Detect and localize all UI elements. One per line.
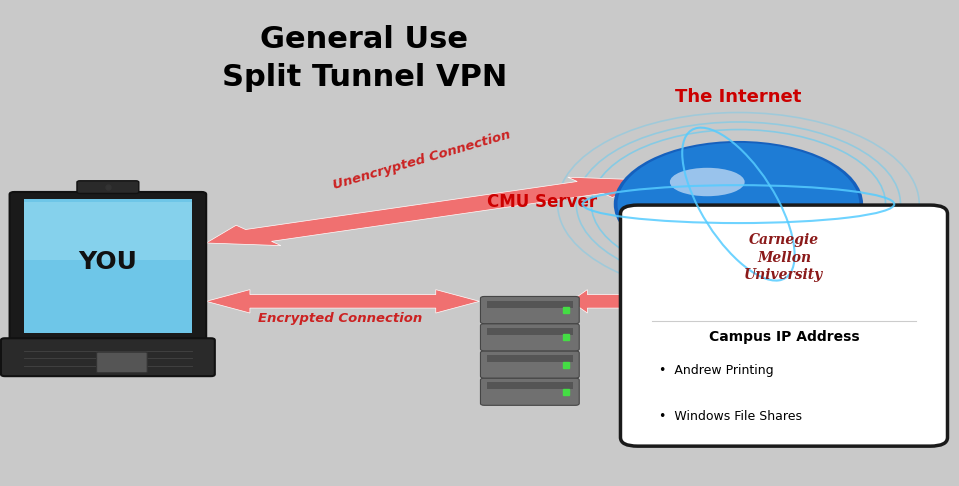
FancyBboxPatch shape: [97, 352, 148, 373]
Text: Encrypted Connection: Encrypted Connection: [258, 312, 423, 325]
FancyBboxPatch shape: [24, 199, 192, 333]
Text: Campus IP Address: Campus IP Address: [709, 330, 859, 344]
FancyBboxPatch shape: [480, 324, 579, 351]
FancyBboxPatch shape: [24, 202, 192, 260]
Text: Carnegie
Mellon
University: Carnegie Mellon University: [744, 233, 824, 282]
Text: CMU Server: CMU Server: [487, 193, 596, 211]
Text: •  Windows File Shares: • Windows File Shares: [659, 410, 802, 423]
Circle shape: [614, 141, 863, 267]
Circle shape: [618, 143, 859, 265]
FancyBboxPatch shape: [620, 205, 947, 446]
Polygon shape: [206, 290, 480, 313]
FancyBboxPatch shape: [487, 382, 573, 389]
FancyBboxPatch shape: [487, 328, 573, 335]
Ellipse shape: [670, 168, 744, 196]
Polygon shape: [571, 290, 638, 313]
FancyBboxPatch shape: [10, 192, 206, 343]
Polygon shape: [206, 177, 643, 245]
FancyBboxPatch shape: [77, 181, 139, 193]
Text: •  Andrew Printing: • Andrew Printing: [659, 364, 774, 377]
Text: YOU: YOU: [79, 250, 137, 275]
FancyBboxPatch shape: [480, 351, 579, 378]
Text: General Use
Split Tunnel VPN: General Use Split Tunnel VPN: [222, 25, 507, 92]
Text: The Internet: The Internet: [675, 88, 802, 106]
FancyBboxPatch shape: [480, 378, 579, 405]
FancyBboxPatch shape: [487, 355, 573, 362]
FancyBboxPatch shape: [1, 338, 215, 376]
FancyBboxPatch shape: [480, 296, 579, 324]
FancyBboxPatch shape: [487, 301, 573, 308]
Text: Unencrypted Connection: Unencrypted Connection: [332, 128, 512, 192]
